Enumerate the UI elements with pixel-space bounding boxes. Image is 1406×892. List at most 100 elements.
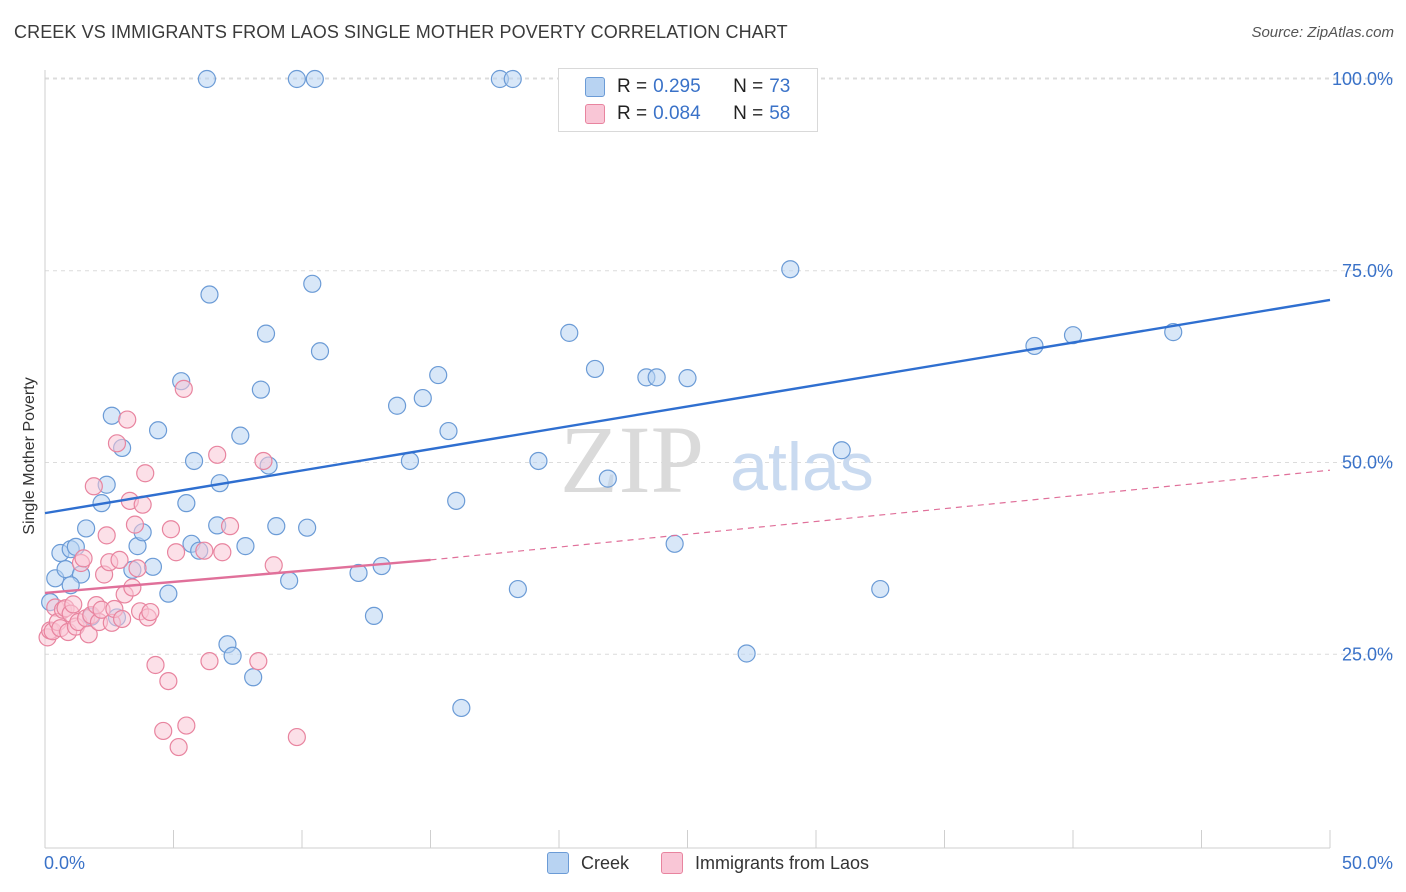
watermark: ZIP atlas (560, 406, 874, 513)
laos-point (110, 550, 129, 570)
creek-point (223, 646, 242, 665)
y-tick-label: 50.0% (1342, 453, 1393, 473)
legend-row-laos: R = 0.084 N = 58 (585, 102, 790, 126)
legend-r-label: R = (617, 103, 648, 124)
trend-layer (44, 298, 1331, 595)
creek-point (200, 285, 219, 304)
creek-point (102, 406, 121, 425)
laos-point (166, 543, 186, 562)
laos-point (136, 464, 155, 483)
creek-point (56, 560, 75, 579)
creek-point (387, 396, 407, 415)
laos-point (128, 559, 147, 578)
creek-point (678, 369, 697, 388)
creek-point (871, 579, 890, 599)
laos-point (195, 541, 214, 560)
legend-label-creek: Creek (581, 852, 630, 873)
creek-point (585, 359, 605, 379)
creek-point (280, 571, 299, 590)
legend-stats: R = 0.295 N = 73 R = 0.084 N = 58 (558, 68, 818, 132)
laos-point (159, 671, 178, 691)
creek-point (143, 557, 163, 576)
y-tick-label: 75.0% (1342, 261, 1393, 281)
legend-item-laos[interactable]: Immigrants from Laos (661, 852, 869, 874)
creek-point (184, 451, 204, 471)
creek-point (159, 584, 178, 603)
laos-point (84, 477, 103, 496)
creek-point (1164, 323, 1183, 342)
laos-point (200, 652, 219, 671)
creek-point (287, 69, 306, 89)
laos-point (118, 410, 137, 429)
laos-point (125, 515, 145, 534)
source-label: Source: ZipAtlas.com (1251, 24, 1394, 41)
creek-point (77, 519, 96, 538)
creek-point (148, 421, 168, 440)
creek-point (503, 69, 522, 89)
creek-point (508, 579, 527, 599)
laos-point (169, 737, 188, 757)
creek-point (372, 556, 391, 576)
laos-point (213, 543, 232, 562)
laos-point (107, 434, 127, 453)
creek-point (598, 469, 617, 488)
laos-point (97, 526, 116, 545)
creek-point (267, 517, 286, 536)
legend-row-creek: R = 0.295 N = 73 (585, 75, 790, 99)
legend-r-value: 0.084 (653, 103, 701, 124)
creek-point (665, 534, 684, 553)
creek-point (349, 563, 368, 583)
creek-point (364, 606, 384, 626)
laos-point (123, 578, 142, 597)
laos-point (161, 520, 181, 539)
laos-point (287, 727, 306, 747)
creek-point (256, 324, 276, 343)
laos-point (249, 652, 268, 671)
creek-point (439, 421, 458, 441)
creek-point (781, 260, 800, 279)
laos-point (154, 721, 173, 741)
laos-point (64, 595, 83, 614)
laos-point (74, 549, 93, 568)
creek-point (452, 698, 471, 718)
laos-point (112, 609, 132, 629)
watermark-atlas: atlas (730, 429, 874, 505)
y-tick-label: 100.0% (1332, 69, 1393, 89)
creek-point (832, 441, 851, 460)
grid-layer (45, 77, 1393, 655)
legend-r-value: 0.295 (653, 76, 701, 97)
creek-point (529, 451, 548, 471)
laos-point (208, 445, 227, 464)
legend-series: Creek Immigrants from Laos (0, 852, 1406, 878)
creek-point (447, 491, 466, 510)
laos-point (254, 451, 273, 471)
laos-point (220, 517, 240, 536)
creek-point (413, 388, 432, 408)
x-tick-label: 50.0% (1342, 853, 1393, 873)
laos-point (79, 625, 98, 644)
creek-point (244, 668, 263, 687)
watermark-zip: ZIP (560, 406, 704, 513)
creek-point (400, 451, 420, 471)
laos-point (146, 655, 165, 675)
creek-point (429, 365, 448, 385)
laos-trend-line (44, 558, 431, 595)
creek-point (236, 537, 255, 556)
legend-swatch-creek (547, 852, 569, 874)
x-tick-label: 0.0% (44, 853, 85, 873)
legend-item-creek[interactable]: Creek (547, 852, 629, 874)
laos-trend-extension (430, 469, 1331, 561)
creek-point (310, 342, 330, 361)
creek-point (231, 426, 250, 445)
y-tick-label: 25.0% (1342, 644, 1393, 664)
label-layer: 25.0% 50.0% 75.0% 100.0% 0.0% 50.0% (44, 69, 1393, 873)
creek-point (251, 380, 270, 399)
laos-point (177, 716, 196, 735)
creek-trend-line (44, 298, 1331, 515)
laos-point (264, 556, 283, 575)
creek-point (303, 274, 322, 293)
creek-point (177, 494, 196, 513)
chart-title: CREEK VS IMMIGRANTS FROM LAOS SINGLE MOT… (14, 22, 788, 42)
creek-point (197, 69, 217, 89)
